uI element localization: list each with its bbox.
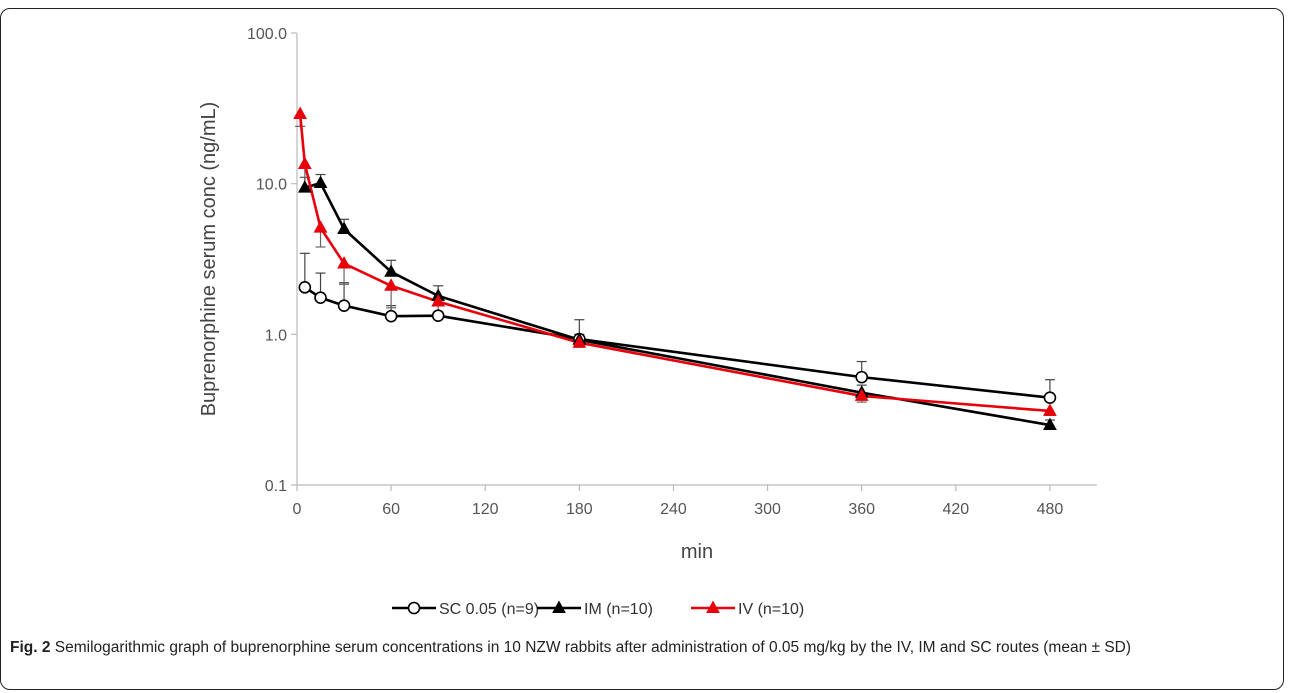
x-tick-label: 360 [848,501,875,518]
x-tick-label: 240 [660,501,687,518]
data-point [293,106,308,119]
chart-legend: SC 0.05 (n=9) IM (n=10) IV (n=10) [392,600,804,618]
y-tick-label: 10.0 [256,177,287,194]
legend-label: IM (n=10) [584,601,653,618]
data-point [297,180,312,193]
data-point [1043,403,1057,416]
data-point [572,335,587,348]
x-tick-label: 480 [1037,501,1064,518]
data-point [854,388,869,401]
x-tick-label: 120 [472,501,499,518]
x-tick-label: 420 [942,501,969,518]
data-point [431,294,446,307]
legend-marker [552,600,566,613]
y-tick-label: 100.0 [247,26,287,43]
caption-text: Semilogarithmic graph of buprenorphine s… [50,639,1132,656]
series-lines [298,113,1051,427]
x-tick-label: 180 [566,501,593,518]
data-point [384,278,399,291]
data-point [314,291,327,305]
legend-label: SC 0.05 (n=9) [439,601,539,618]
figure-caption: Fig. 2 Semilogarithmic graph of buprenor… [10,637,1280,659]
y-tick-label: 0.1 [265,478,287,495]
data-point [313,220,328,233]
data-point [384,264,399,277]
x-tick-label: 60 [382,501,400,518]
data-point [1043,417,1057,430]
caption-label: Fig. 2 [10,639,51,656]
series-line-3 [298,113,1051,413]
y-tick-label: 1.0 [265,327,287,344]
x-tick-label: 300 [754,501,781,518]
data-point [337,256,351,269]
data-point [313,175,328,188]
x-axis-title: min [681,541,713,563]
error-bars [295,113,1055,426]
chart-axes: 0.1 1.0 10.0 100.0 0 60 120 180 240 300 360 420 480 [247,26,1097,518]
data-point [337,221,351,234]
legend-marker [407,601,421,615]
data-point [297,156,312,169]
legend-label: IV (n=10) [738,601,804,618]
series-line-1 [304,286,1051,399]
data-point [855,370,869,384]
series-line-2 [304,181,1051,427]
data-point [384,309,398,323]
data-point [337,299,351,312]
figure-frame [0,8,1284,690]
series-markers [293,106,1057,430]
data-point [298,281,312,294]
data-point [1043,391,1057,404]
y-axis-title: Buprenorphine serum conc (ng/mL) [198,102,220,417]
legend-marker [706,600,720,613]
data-point [431,309,445,322]
x-tick-label: 0 [293,501,302,518]
